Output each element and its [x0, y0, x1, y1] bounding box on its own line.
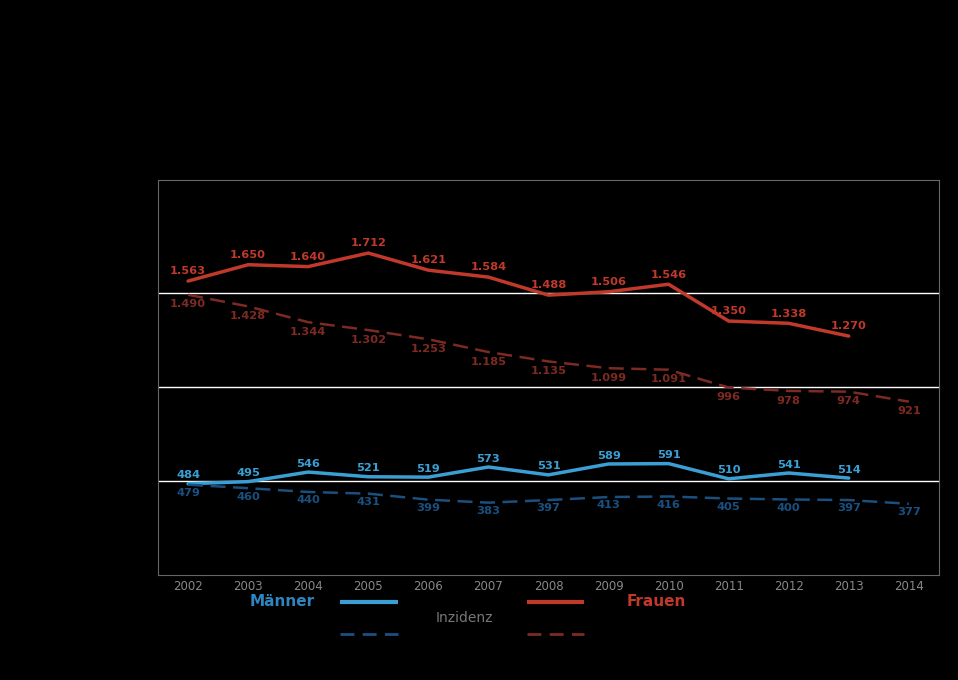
Text: 377: 377	[897, 507, 921, 517]
Text: 397: 397	[837, 503, 860, 513]
Text: 397: 397	[536, 503, 560, 513]
Text: 1.546: 1.546	[650, 269, 687, 279]
Text: 400: 400	[777, 503, 801, 513]
Text: 1.091: 1.091	[650, 375, 687, 384]
Text: 479: 479	[176, 488, 200, 498]
Text: 1.344: 1.344	[290, 327, 327, 337]
Text: 1.584: 1.584	[470, 262, 507, 273]
Text: 510: 510	[717, 465, 741, 475]
Text: 1.135: 1.135	[531, 366, 566, 376]
Text: Männer: Männer	[250, 594, 315, 609]
Text: 1.640: 1.640	[290, 252, 327, 262]
Text: 541: 541	[777, 460, 801, 470]
Text: 974: 974	[837, 396, 860, 407]
Text: 1.428: 1.428	[230, 311, 266, 321]
Text: 514: 514	[837, 464, 860, 475]
Text: 495: 495	[237, 469, 260, 478]
Text: 1.185: 1.185	[470, 357, 507, 367]
Text: 573: 573	[476, 454, 500, 464]
Text: Frauen: Frauen	[627, 594, 686, 609]
Text: 399: 399	[417, 503, 441, 513]
Text: 1.712: 1.712	[351, 239, 386, 248]
Text: 1.563: 1.563	[170, 267, 206, 276]
Text: 589: 589	[597, 451, 621, 460]
Text: 440: 440	[296, 495, 320, 505]
Text: 484: 484	[176, 471, 200, 480]
Text: 1.099: 1.099	[590, 373, 627, 383]
Text: 1.350: 1.350	[711, 307, 746, 316]
Text: 405: 405	[717, 502, 741, 512]
Text: 416: 416	[656, 500, 680, 510]
Text: 591: 591	[656, 450, 680, 460]
Text: 531: 531	[536, 462, 560, 471]
Text: 1.650: 1.650	[230, 250, 266, 260]
Text: Inzidenz: Inzidenz	[436, 611, 493, 625]
Text: 546: 546	[296, 459, 320, 469]
Text: 383: 383	[476, 506, 500, 516]
Text: 1.488: 1.488	[531, 280, 566, 290]
Text: 1.338: 1.338	[770, 309, 807, 319]
Text: 1.270: 1.270	[831, 322, 867, 331]
Text: 1.490: 1.490	[170, 299, 206, 309]
Text: 431: 431	[356, 497, 380, 507]
Text: 519: 519	[417, 464, 441, 474]
Text: 921: 921	[897, 407, 921, 416]
Text: 1.621: 1.621	[410, 256, 446, 265]
Text: 1.302: 1.302	[351, 335, 386, 345]
Text: 521: 521	[356, 463, 380, 473]
Text: 413: 413	[597, 500, 621, 511]
Text: 1.506: 1.506	[590, 277, 627, 287]
Text: 460: 460	[237, 492, 260, 502]
Text: 978: 978	[777, 396, 801, 405]
Text: 1.253: 1.253	[410, 344, 446, 354]
Text: 996: 996	[717, 392, 741, 403]
